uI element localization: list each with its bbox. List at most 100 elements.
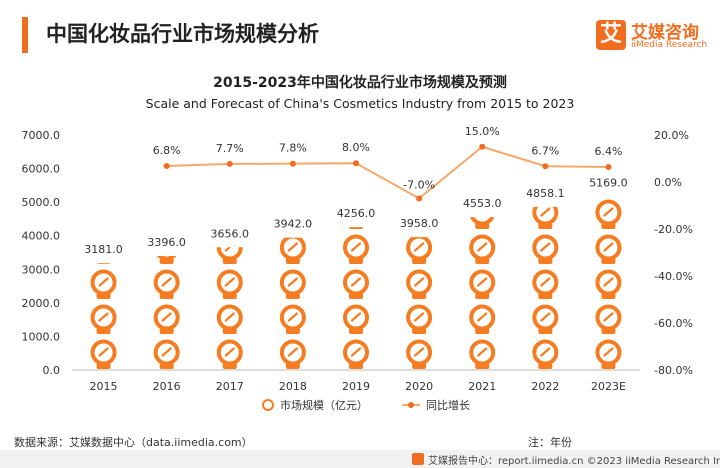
bar-value-label: 3656.0 [211,227,250,240]
jar-icon-mark [603,207,614,217]
jar-icon-mark [477,277,488,287]
bar-2017 [216,247,243,369]
jar-icon-stand [285,363,300,369]
y-left-tick-label: 3000.0 [22,263,61,276]
jar-icon-mark [350,312,362,322]
growth-point [289,160,296,167]
jar-icon-stand [222,258,237,264]
jar-icon-stand [412,258,427,264]
legend: 市场规模（亿元） 同比增长 [262,398,470,412]
jar-icon-stand [475,293,490,299]
jar-icon-stand [159,293,174,299]
jar-icon-mark [287,277,298,287]
jar-icon-mark [224,312,235,322]
jar-icon-stand [538,363,553,369]
jar-icon-mark [540,242,551,252]
jar-icon-stand [349,227,363,229]
jar-icon-stand [159,328,174,334]
jar-icon-mark [603,242,614,252]
jar-icon-stand [222,293,237,299]
jar-icon-mark [98,277,109,287]
legend-line-marker [408,402,414,408]
jar-icon-mark [161,312,172,322]
jar-icon [345,167,367,189]
x-tick-label: 2015 [90,380,118,393]
bar-value-label: 4256.0 [337,207,376,220]
y-left-tick-label: 5000.0 [22,196,61,209]
y-left-tick-label: 6000.0 [22,163,61,176]
growth-value-label: 15.0% [465,125,500,138]
jar-icon-stand [538,223,553,229]
footer-bar: 艾媒报告中心：report.iimedia.cn ©2023 iiMedia R… [0,450,720,468]
y-right-tick-label: -60.0% [654,317,693,330]
bar-2015 [90,202,117,369]
logo-english-name: iiMedia Research [631,40,708,50]
jar-icon-stand [96,328,111,334]
y-left-tick-label: 2000.0 [22,297,61,310]
jar-icon-stand [97,223,111,229]
jar-icon-stand [349,258,363,264]
growth-value-label: 7.8% [279,142,307,155]
jar-icon-mark [98,312,109,322]
jar-icon-mark [161,277,172,287]
jar-icon [93,202,115,224]
jar-icon-stand [159,363,174,369]
y-right-tick-label: 0.0% [654,176,682,189]
page-title: 中国化妆品行业市场规模分析 [46,22,319,46]
jar-icon-stand [222,363,237,369]
legend-bar-label: 市场规模（亿元） [280,398,368,412]
jar-icon-stand [285,258,300,264]
x-tick-label: 2021 [468,380,496,393]
jar-icon-mark [541,174,549,181]
jar-icon-mark [287,242,298,252]
jar-icon-stand [349,363,363,369]
jar-icon [471,167,493,189]
chart-note: 注：年份 [528,436,572,449]
jar-icon-mark [289,209,297,216]
jar-icon-stand [285,328,300,334]
jar-icon-mark [540,312,551,322]
growth-point [226,160,233,167]
jar-icon [534,167,556,189]
y-left-tick-label: 7000.0 [22,129,61,142]
jar-icon-stand [601,328,616,334]
jar-icon-stand [349,293,363,299]
jar-icon-stand [538,328,553,334]
jar-icon-mark [287,347,298,357]
chart-canvas: 0.0 1000.0 2000.0 3000.0 4000.0 5000.0 6000.0 7… [22,125,693,412]
bar-2020 [406,237,433,369]
jar-icon-stand [601,258,616,264]
jar-icon-mark [414,242,425,252]
logo-chinese-name: 艾媒咨询 [631,23,699,43]
jar-icon-mark [603,347,614,357]
y-left-tick-label: 0.0 [43,364,61,377]
data-source: 数据来源：艾媒数据中心（data.iimedia.com） [14,436,253,449]
jar-icon [156,202,178,224]
jar-icon-stand [349,328,363,334]
jar-icon-stand [349,188,363,194]
legend-line-label: 同比增长 [426,398,470,412]
page-header: 中国化妆品行业市场规模分析 艾 艾媒咨询 iiMedia Research [0,0,720,64]
y-right-tick-label: -20.0% [654,223,693,236]
logo-mark: 艾 [596,20,626,50]
jar-icon-stand [601,223,616,229]
bar-value-label: 3181.0 [84,243,123,256]
jar-icon-stand [475,363,490,369]
chart-subtitle: Scale and Forecast of China's Cosmetics … [145,96,575,111]
jar-icon-mark [477,347,488,357]
bar-2018 [279,209,306,369]
jar-icon-mark [224,277,235,287]
x-tick-label: 2023E [591,380,626,393]
growth-point [416,195,423,202]
jar-icon-stand [160,223,174,229]
growth-value-label: 6.7% [531,144,559,157]
bar-value-label: 4858.1 [526,187,565,200]
growth-value-label: -7.0% [403,178,435,191]
bar-value-label: 3958.0 [400,217,439,230]
jar-icon-stand [412,293,427,299]
jar-icon-stand [475,258,490,264]
jar-icon-stand [601,363,616,369]
y-right-tick-label: 20.0% [654,129,689,142]
jar-icon-mark [540,347,551,357]
x-tick-label: 2020 [405,380,433,393]
